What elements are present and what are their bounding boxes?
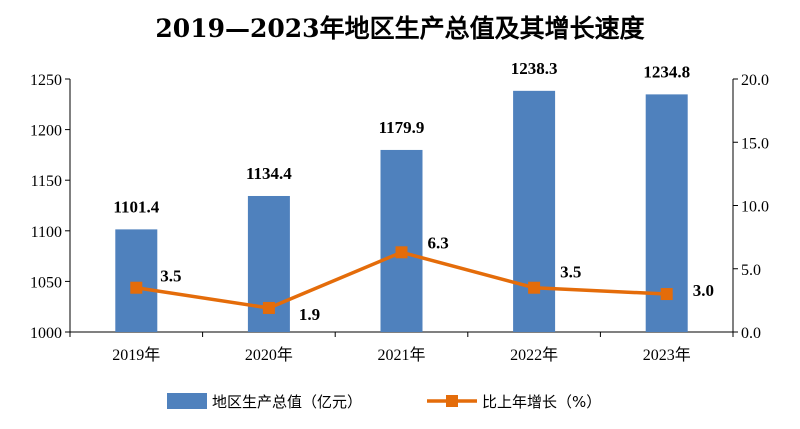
line-data-label: 3.0 — [693, 281, 714, 300]
line-point — [528, 281, 541, 294]
left-tick-label: 1200 — [30, 123, 62, 140]
right-tick-label: 10.0 — [741, 199, 769, 216]
bar-data-label: 1101.4 — [113, 197, 159, 216]
line-data-label: 6.3 — [428, 233, 449, 252]
bar-data-label: 1134.4 — [246, 164, 292, 183]
bar — [380, 149, 423, 332]
chart-title: 2019—2023年地区生产总值及其增长速度 — [155, 14, 644, 43]
left-tick-label: 1000 — [30, 325, 62, 342]
right-tick-label: 15.0 — [741, 135, 769, 152]
left-tick-label: 1050 — [30, 274, 62, 291]
line-point — [660, 288, 673, 301]
bar — [513, 90, 556, 333]
bar — [115, 229, 158, 332]
bar-data-label: 1179.9 — [379, 118, 425, 137]
x-tick-label: 2022年 — [510, 346, 558, 364]
legend-line-label: 比上年增长（%） — [482, 393, 601, 411]
legend-line-marker — [446, 395, 458, 407]
line-data-label: 3.5 — [560, 263, 581, 282]
line-point — [130, 281, 143, 294]
right-tick-label: 5.0 — [741, 262, 761, 279]
line-point — [395, 246, 408, 259]
right-tick-label: 0.0 — [741, 325, 761, 342]
bar-data-label: 1238.3 — [511, 59, 558, 78]
line-data-label: 1.9 — [299, 305, 320, 324]
legend: 地区生产总值（亿元） 比上年增长（%） — [167, 393, 601, 411]
right-tick-label: 20.0 — [741, 72, 769, 89]
left-tick-label: 1100 — [31, 224, 62, 241]
line-data-label: 3.5 — [160, 267, 181, 286]
plot-area: 1000 1050 1100 1150 1200 1250 0.0 5.0 10.0 15.0 20… — [30, 59, 769, 364]
line-point — [262, 301, 275, 314]
left-tick-label: 1250 — [30, 72, 62, 89]
x-tick-label: 2021年 — [377, 346, 425, 364]
x-tick-label: 2023年 — [643, 346, 691, 364]
left-tick-label: 1150 — [31, 173, 62, 190]
legend-bar-swatch — [167, 393, 207, 409]
x-tick-label: 2019年 — [112, 346, 160, 364]
x-tick-label: 2020年 — [245, 346, 293, 364]
bar-data-label: 1234.8 — [643, 62, 690, 81]
legend-bar-label: 地区生产总值（亿元） — [212, 393, 362, 411]
